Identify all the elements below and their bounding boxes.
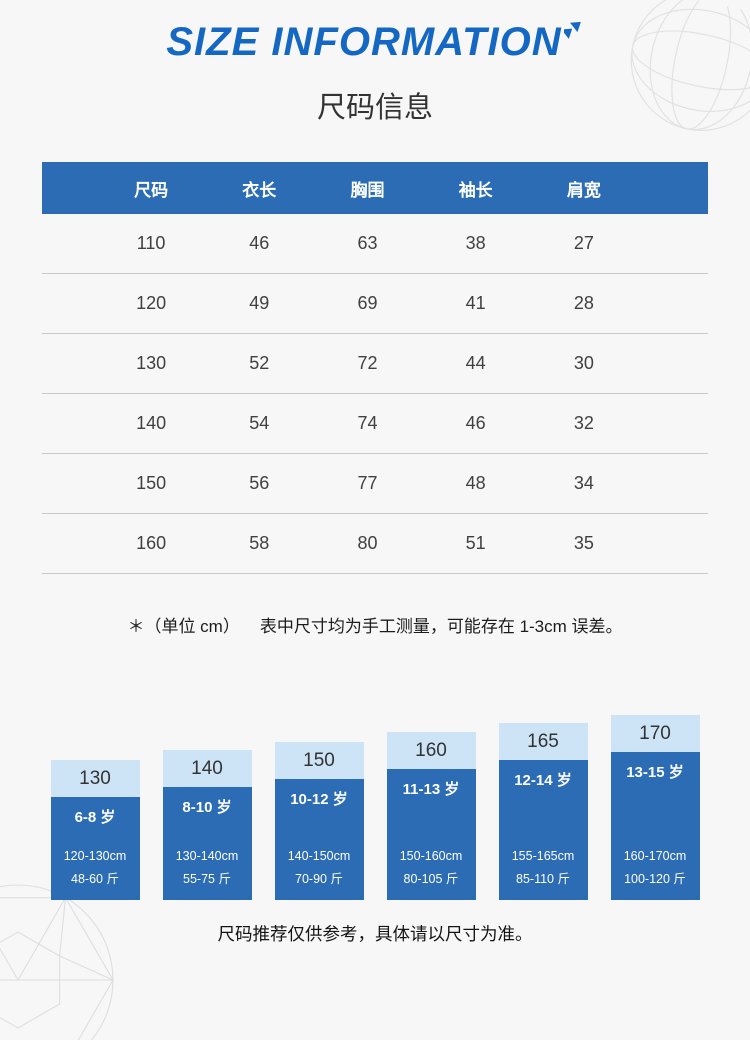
bar-body: 12-14 岁 155-165cm 85-110 斤 [498, 760, 588, 900]
title-en: SIZE INFORMATION [166, 20, 562, 64]
bar-height-range: 155-165cm [511, 848, 575, 863]
col-header-sleeve: 袖长 [458, 180, 493, 200]
table-row: 130 52 72 44 30 [42, 334, 708, 394]
title-zh: 尺码信息 [316, 92, 433, 124]
table-row: 110 46 63 38 27 [42, 214, 708, 274]
bar-weight-range: 100-120 斤 [624, 871, 686, 886]
cell-chest: 72 [357, 353, 378, 373]
col-header-shoulder: 肩宽 [566, 180, 601, 200]
cell-shoulder: 28 [573, 293, 594, 313]
bar-body: 8-10 岁 130-140cm 55-75 斤 [162, 787, 252, 900]
cell-shoulder: 30 [573, 353, 594, 373]
page-title: SIZE INFORMATION [0, 20, 750, 66]
cell-sleeve: 48 [465, 473, 486, 493]
size-bar: 160 11-13 岁 150-160cm 80-105 斤 [386, 732, 476, 900]
cell-chest: 69 [357, 293, 378, 313]
cell-length: 52 [249, 353, 270, 373]
cell-length: 46 [249, 233, 270, 253]
bar-age-label: 8-10 岁 [182, 799, 232, 816]
bar-age-label: 12-14 岁 [514, 772, 572, 789]
cell-size: 140 [136, 413, 167, 433]
bar-age-label: 11-13 岁 [402, 781, 460, 798]
bar-age-label: 6-8 岁 [74, 809, 116, 826]
table-row: 150 56 77 48 34 [42, 454, 708, 514]
bar-ranges: 155-165cm 85-110 斤 [512, 845, 575, 891]
cell-length: 49 [249, 293, 270, 313]
bar-height-range: 130-140cm [175, 848, 239, 863]
bar-body: 10-12 岁 140-150cm 70-90 斤 [274, 779, 364, 900]
bar-age-label: 10-12 岁 [290, 791, 348, 808]
cell-sleeve: 46 [465, 413, 486, 433]
table-row: 160 58 80 51 35 [42, 514, 708, 574]
size-bar: 165 12-14 岁 155-165cm 85-110 斤 [498, 723, 588, 900]
col-header-chest: 胸围 [350, 180, 385, 200]
bar-ranges: 140-150cm 70-90 斤 [288, 845, 351, 891]
bar-size-label: 150 [274, 742, 364, 779]
bar-body: 13-15 岁 160-170cm 100-120 斤 [610, 752, 700, 900]
bar-height-range: 140-150cm [287, 848, 351, 863]
table-row: 140 54 74 46 32 [42, 394, 708, 454]
bar-height-range: 150-160cm [399, 848, 463, 863]
sparkle-icon [561, 21, 581, 39]
size-bar: 130 6-8 岁 120-130cm 48-60 斤 [50, 760, 140, 900]
cell-chest: 80 [357, 533, 378, 553]
bar-height-range: 120-130cm [63, 848, 127, 863]
bar-weight-range: 85-110 斤 [516, 871, 570, 886]
footer-note: 尺码推荐仅供参考，具体请以尺寸为准。 [217, 924, 533, 944]
size-table-header: 尺码 衣长 胸围 袖长 肩宽 [42, 162, 708, 214]
cell-chest: 63 [357, 233, 378, 253]
cell-sleeve: 38 [465, 233, 486, 253]
unit-note-prefix: ＊（单位 cm） [127, 617, 240, 636]
table-row: 120 49 69 41 28 [42, 274, 708, 334]
cell-length: 56 [249, 473, 270, 493]
unit-note: ＊（单位 cm） 表中尺寸均为手工测量，可能存在 1-3cm 误差。 [0, 612, 750, 637]
cell-sleeve: 51 [465, 533, 486, 553]
bar-weight-range: 55-75 斤 [183, 871, 231, 886]
bar-size-label: 170 [610, 715, 700, 752]
bar-size-label: 140 [162, 750, 252, 787]
bar-ranges: 120-130cm 48-60 斤 [64, 845, 127, 891]
bar-body: 6-8 岁 120-130cm 48-60 斤 [50, 797, 140, 900]
cell-size: 130 [136, 353, 167, 373]
cell-sleeve: 44 [465, 353, 486, 373]
bar-ranges: 150-160cm 80-105 斤 [400, 845, 463, 891]
bar-weight-range: 70-90 斤 [295, 871, 343, 886]
cell-shoulder: 35 [573, 533, 594, 553]
size-bar: 170 13-15 岁 160-170cm 100-120 斤 [610, 715, 700, 900]
bar-size-label: 130 [50, 760, 140, 797]
cell-sleeve: 41 [465, 293, 486, 313]
size-recommendation-chart: 130 6-8 岁 120-130cm 48-60 斤 140 8-10 岁 1… [0, 714, 750, 900]
cell-size: 150 [136, 473, 167, 493]
cell-size: 160 [136, 533, 167, 553]
cell-chest: 74 [357, 413, 378, 433]
cell-length: 58 [249, 533, 270, 553]
cell-chest: 77 [357, 473, 378, 493]
cell-length: 54 [249, 413, 270, 433]
bar-ranges: 130-140cm 55-75 斤 [176, 845, 239, 891]
col-header-size: 尺码 [134, 180, 169, 200]
cell-size: 120 [136, 293, 167, 313]
cell-shoulder: 34 [573, 473, 594, 493]
size-bar: 140 8-10 岁 130-140cm 55-75 斤 [162, 750, 252, 900]
col-header-length: 衣长 [242, 180, 277, 200]
bar-weight-range: 80-105 斤 [403, 871, 459, 886]
size-table: 尺码 衣长 胸围 袖长 肩宽 110 46 63 38 27 120 49 69… [42, 162, 708, 574]
unit-note-text: 表中尺寸均为手工测量，可能存在 1-3cm 误差。 [259, 617, 623, 636]
bar-height-range: 160-170cm [623, 848, 687, 863]
cell-shoulder: 27 [573, 233, 594, 253]
bar-size-label: 165 [498, 723, 588, 760]
size-bar: 150 10-12 岁 140-150cm 70-90 斤 [274, 742, 364, 900]
bar-body: 11-13 岁 150-160cm 80-105 斤 [386, 769, 476, 900]
bar-age-label: 13-15 岁 [626, 764, 684, 781]
cell-size: 110 [136, 233, 166, 253]
bar-ranges: 160-170cm 100-120 斤 [624, 845, 687, 891]
bar-weight-range: 48-60 斤 [71, 871, 119, 886]
bar-size-label: 160 [386, 732, 476, 769]
cell-shoulder: 32 [573, 413, 594, 433]
